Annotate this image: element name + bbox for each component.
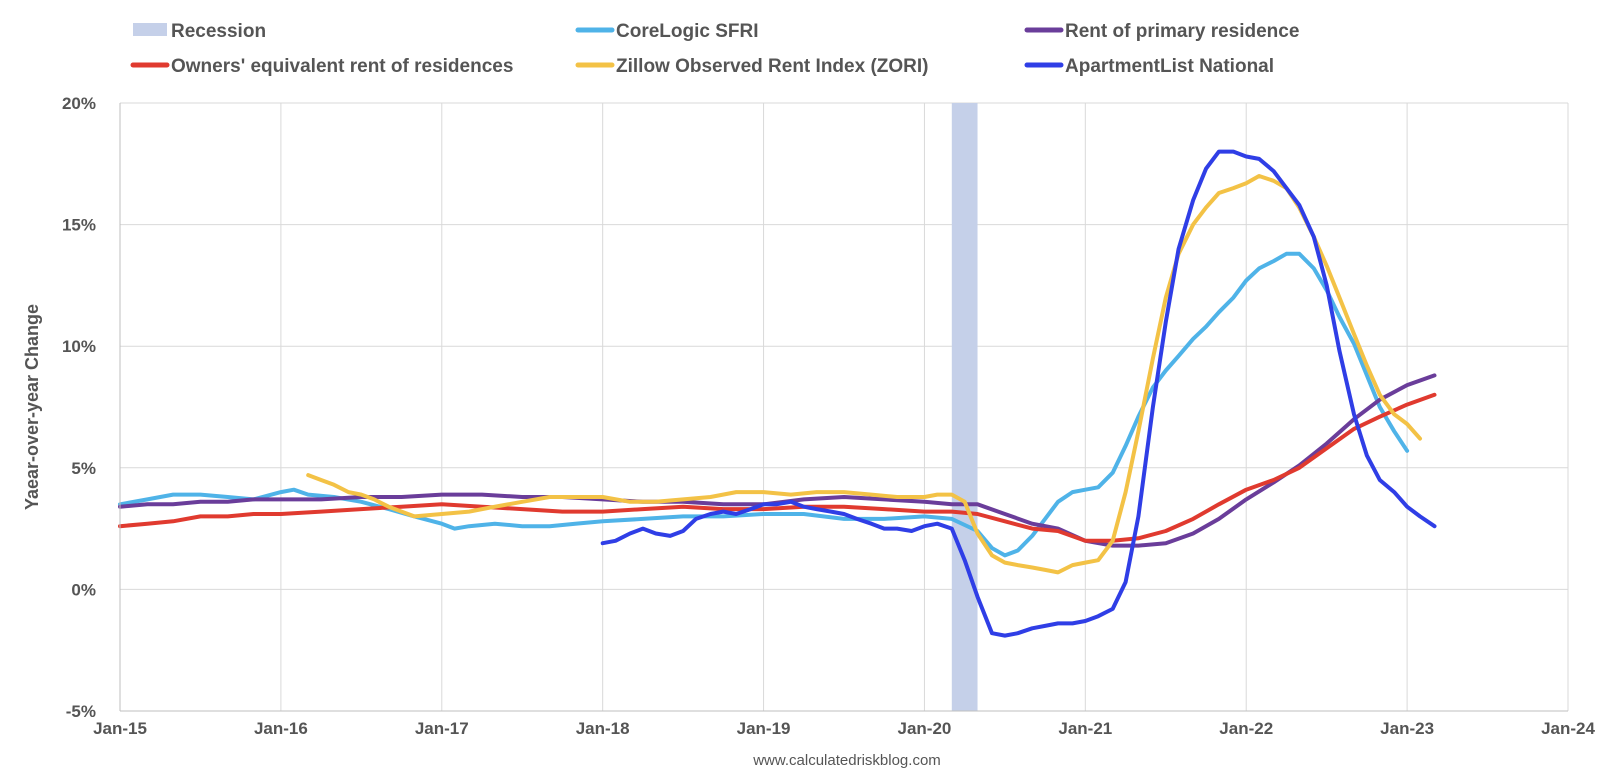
legend-label: ApartmentList National — [1065, 56, 1274, 77]
series-layer — [118, 149, 1437, 638]
x-tick-label: Jan-21 — [1058, 719, 1112, 738]
axes: -5% 0% 5% 10% 15% 20% Jan-15 Jan-16 Jan-17 Jan-18… — [62, 94, 1596, 738]
y-axis-label: Yaear-over-year Change — [22, 304, 42, 510]
legend-item-rent-of-primary-residence: Rent of primary residence — [1024, 21, 1299, 42]
series-line-rent-of-primary-residence — [118, 373, 1437, 548]
x-tick-label: Jan-17 — [415, 719, 469, 738]
source-credit: www.calculatedriskblog.com — [752, 752, 941, 769]
x-tick-label: Jan-15 — [93, 719, 147, 738]
x-tick-label: Jan-24 — [1541, 719, 1595, 738]
x-tick-label: Jan-23 — [1380, 719, 1434, 738]
series-line-zillow-observed-rent-index-zori — [306, 174, 1422, 575]
legend-label: Owners' equivalent rent of residences — [171, 56, 513, 77]
y-tick-label: 10% — [62, 337, 96, 356]
y-tick-label: 5% — [71, 459, 96, 478]
x-tick-label: Jan-20 — [898, 719, 952, 738]
legend-item-corelogic-sfri: CoreLogic SFRI — [575, 21, 759, 42]
series-line-corelogic-sfri — [118, 251, 1410, 558]
x-tick-label: Jan-19 — [737, 719, 791, 738]
legend-item-zillow-observed-rent-index-zori: Zillow Observed Rent Index (ZORI) — [575, 56, 928, 77]
series-line-apartmentlist-national — [600, 149, 1437, 638]
legend: Recession CoreLogic SFRI Rent of primary r… — [130, 21, 1299, 77]
y-tick-label: 0% — [71, 580, 96, 599]
legend-label: Recession — [171, 21, 266, 42]
legend-item-recession: Recession — [133, 21, 266, 42]
recession-band — [951, 103, 978, 711]
y-tick-label: 20% — [62, 94, 96, 113]
series-line-owners-equivalent-rent-of-residences — [118, 392, 1437, 543]
x-tick-label: Jan-16 — [254, 719, 308, 738]
x-tick-label: Jan-18 — [576, 719, 630, 738]
legend-item-apartmentlist-national: ApartmentList National — [1024, 56, 1274, 77]
legend-swatch — [133, 23, 167, 36]
x-tick-label: Jan-22 — [1219, 719, 1273, 738]
legend-item-owners-equivalent-rent-of-residences: Owners' equivalent rent of residences — [130, 56, 513, 77]
legend-label: CoreLogic SFRI — [616, 21, 759, 42]
recession-band-layer — [951, 103, 978, 711]
y-tick-label: 15% — [62, 216, 96, 235]
legend-label: Zillow Observed Rent Index (ZORI) — [616, 56, 928, 77]
legend-label: Rent of primary residence — [1065, 21, 1299, 42]
y-tick-label: -5% — [66, 702, 96, 721]
